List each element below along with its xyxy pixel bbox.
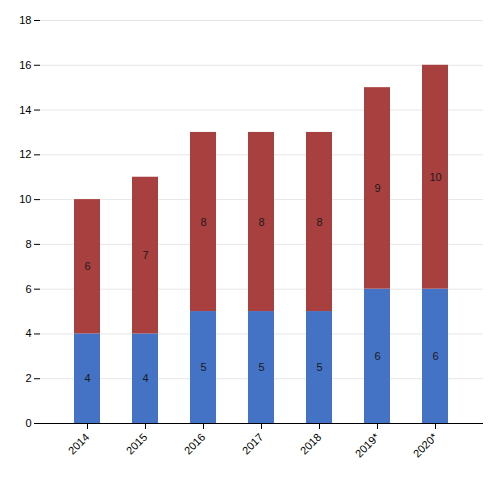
svg-text:8: 8	[316, 216, 322, 228]
svg-text:6: 6	[25, 283, 31, 295]
svg-text:2020*: 2020*	[411, 430, 440, 459]
svg-text:2015: 2015	[124, 431, 150, 457]
svg-text:5: 5	[316, 361, 322, 373]
svg-text:7: 7	[142, 249, 148, 261]
svg-text:4: 4	[25, 327, 31, 339]
svg-text:2016: 2016	[182, 431, 208, 457]
svg-text:8: 8	[200, 216, 206, 228]
svg-text:6: 6	[84, 260, 90, 272]
svg-text:16: 16	[19, 59, 31, 71]
svg-text:8: 8	[25, 238, 31, 250]
svg-text:6: 6	[374, 350, 380, 362]
svg-text:8: 8	[258, 216, 264, 228]
svg-text:18: 18	[19, 14, 31, 26]
svg-text:12: 12	[19, 148, 31, 160]
svg-text:14: 14	[19, 104, 31, 116]
svg-text:0: 0	[25, 417, 31, 429]
svg-text:4: 4	[84, 372, 90, 384]
svg-text:10: 10	[19, 193, 31, 205]
svg-text:10: 10	[429, 171, 441, 183]
svg-text:2019*: 2019*	[353, 430, 382, 459]
svg-text:5: 5	[258, 361, 264, 373]
svg-text:2017: 2017	[240, 431, 266, 457]
svg-text:4: 4	[142, 372, 148, 384]
svg-text:2018: 2018	[298, 431, 324, 457]
svg-text:2: 2	[25, 372, 31, 384]
svg-text:9: 9	[374, 182, 380, 194]
svg-text:2014: 2014	[66, 431, 92, 457]
svg-text:6: 6	[432, 350, 438, 362]
svg-text:5: 5	[200, 361, 206, 373]
